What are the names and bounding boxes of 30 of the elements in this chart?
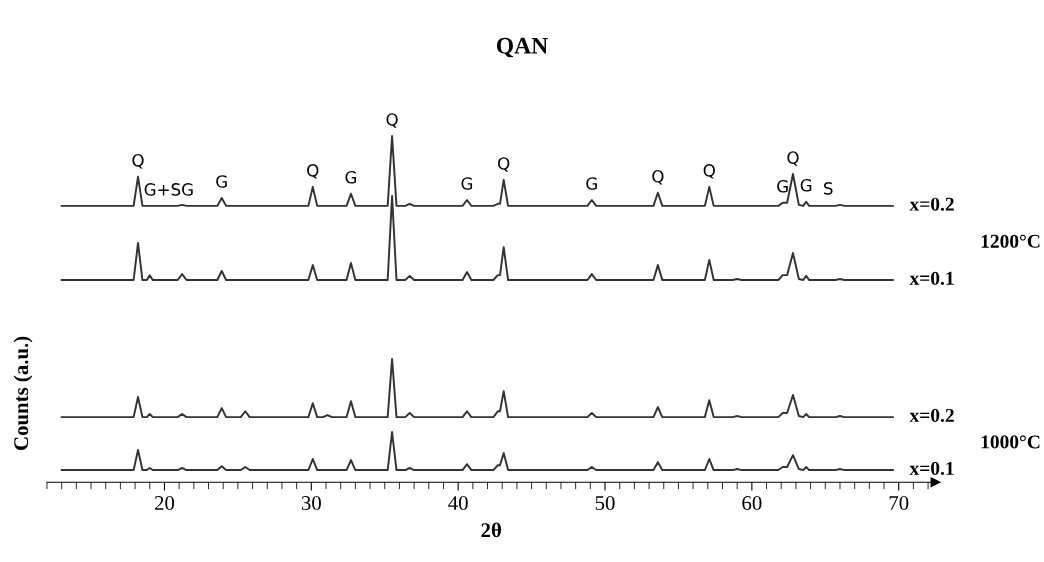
annotation: G	[345, 171, 357, 184]
text: 1000°C	[981, 435, 1040, 449]
x-tick-label: 70	[889, 495, 909, 511]
annotation: G	[800, 178, 812, 192]
x-tick-label: 30	[301, 495, 321, 511]
annotation: Q	[652, 169, 664, 185]
annotation: Q	[498, 157, 510, 172]
annotation: Q	[132, 154, 144, 169]
annotation: G	[586, 177, 597, 190]
annotation: S	[824, 182, 833, 195]
series-label: x=0.1	[909, 271, 954, 285]
x-tick-label: 50	[595, 495, 615, 511]
x-axis-title: 2θ	[481, 522, 501, 538]
series-label: x=0.1	[909, 461, 954, 476]
text: 1200°C	[981, 234, 1040, 248]
annotation: Q	[386, 113, 398, 128]
chart-title: QAN	[496, 37, 548, 58]
series-label: x=0.2	[909, 197, 954, 211]
series-label: x=0.2	[909, 408, 954, 423]
y-axis-title: Counts (a.u.)	[13, 336, 33, 450]
x-tick-label: 60	[742, 495, 762, 511]
annotation: Q	[307, 164, 319, 179]
annotation: G	[216, 175, 227, 188]
annotation: Q	[787, 151, 799, 166]
annotation: G	[461, 177, 473, 190]
annotation: Q	[703, 164, 715, 179]
x-tick-label: 20	[154, 495, 175, 511]
annotation: G	[777, 180, 788, 193]
x-tick-label: 40	[448, 495, 468, 511]
annotation: G+SG	[144, 183, 193, 196]
